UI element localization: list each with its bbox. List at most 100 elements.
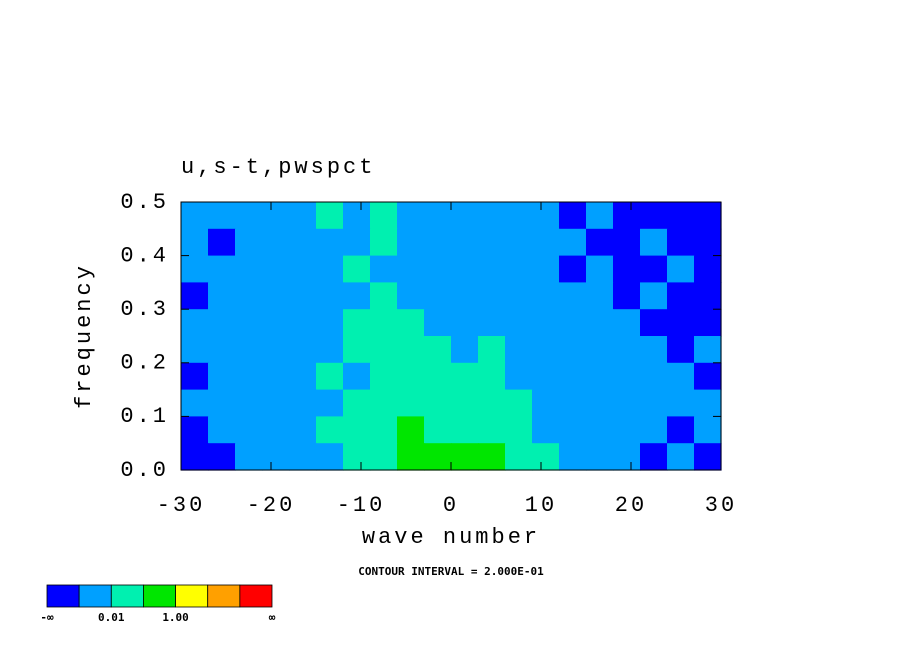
contour-cell xyxy=(235,389,263,417)
contour-cell xyxy=(505,282,533,310)
contour-cell xyxy=(397,416,425,444)
colorbar-swatch xyxy=(207,584,241,608)
contour-cell xyxy=(532,389,560,417)
contour-cell xyxy=(586,309,614,337)
x-tick-label: -10 xyxy=(337,493,386,518)
contour-cell xyxy=(613,282,641,310)
contour-cell xyxy=(586,282,614,310)
contour-cell xyxy=(694,255,722,283)
contour-cell xyxy=(694,336,722,364)
contour-cell xyxy=(505,228,533,257)
contour-cell xyxy=(694,443,722,471)
contour-cell xyxy=(370,389,398,417)
contour-cell xyxy=(424,443,452,471)
contour-cell xyxy=(208,255,236,283)
contour-cell xyxy=(640,362,668,391)
contour-cell xyxy=(181,255,209,283)
contour-cell xyxy=(343,282,371,310)
colorbar-swatch xyxy=(110,584,144,608)
contour-cell xyxy=(370,362,398,391)
colorbar-swatch xyxy=(143,584,176,608)
contour-cell xyxy=(505,202,533,230)
contour-cell xyxy=(316,416,344,444)
contour-cell xyxy=(235,362,263,391)
contour-cell xyxy=(424,389,452,417)
contour-cell xyxy=(424,416,452,444)
contour-cell xyxy=(424,309,452,337)
contour-cell xyxy=(451,362,479,391)
contour-cell xyxy=(613,202,641,230)
contour-cell xyxy=(208,282,236,310)
contour-cell xyxy=(424,228,452,257)
x-tick-label: -20 xyxy=(247,493,296,518)
contour-cell xyxy=(667,282,695,310)
contour-cell xyxy=(289,389,317,417)
colorbar-swatch xyxy=(175,584,209,608)
contour-cell xyxy=(397,443,425,471)
contour-cell xyxy=(505,443,533,471)
contour-cell xyxy=(208,202,236,230)
colorbar-label: 0.01 xyxy=(98,611,125,624)
contour-cell xyxy=(586,389,614,417)
contour-cell xyxy=(532,282,560,310)
contour-cell xyxy=(640,202,668,230)
contour-cell xyxy=(532,309,560,337)
contour-cell xyxy=(397,362,425,391)
contour-cell xyxy=(370,228,398,257)
contour-cell xyxy=(370,416,398,444)
contour-cell xyxy=(397,202,425,230)
contour-cell xyxy=(586,416,614,444)
contour-cell xyxy=(478,416,506,444)
contour-cell xyxy=(316,443,344,471)
contour-cell xyxy=(208,443,236,471)
contour-cell xyxy=(289,282,317,310)
contour-cell xyxy=(343,336,371,364)
contour-cell xyxy=(694,282,722,310)
contour-cell xyxy=(208,228,236,257)
contour-cell xyxy=(667,255,695,283)
contour-cell xyxy=(424,362,452,391)
contour-cell xyxy=(559,362,587,391)
contour-cell xyxy=(613,336,641,364)
contour-cell xyxy=(478,282,506,310)
contour-cell xyxy=(613,443,641,471)
contour-cell xyxy=(289,309,317,337)
contour-cell xyxy=(451,416,479,444)
contour-cell xyxy=(235,255,263,283)
contour-cell xyxy=(316,255,344,283)
contour-cell xyxy=(532,443,560,471)
contour-cell xyxy=(451,389,479,417)
chart-title: u,s-t,pwspct xyxy=(181,155,375,180)
contour-cell xyxy=(289,255,317,283)
contour-cell xyxy=(640,282,668,310)
contour-cell xyxy=(532,416,560,444)
contour-cell xyxy=(640,443,668,471)
contour-cell xyxy=(289,202,317,230)
contour-cell xyxy=(640,336,668,364)
contour-cell xyxy=(235,282,263,310)
contour-cell xyxy=(505,309,533,337)
contour-cell xyxy=(586,202,614,230)
contour-cell xyxy=(235,416,263,444)
contour-cell xyxy=(667,443,695,471)
contour-cell xyxy=(559,309,587,337)
contour-cell xyxy=(181,416,209,444)
contour-cell xyxy=(181,389,209,417)
contour-cell xyxy=(478,309,506,337)
contour-cell xyxy=(289,443,317,471)
contour-cell xyxy=(397,336,425,364)
contour-cell xyxy=(235,309,263,337)
contour-cell xyxy=(478,336,506,364)
contour-cell xyxy=(559,443,587,471)
contour-cell xyxy=(451,282,479,310)
contour-cell xyxy=(667,336,695,364)
contour-cell xyxy=(559,336,587,364)
contour-cell xyxy=(667,202,695,230)
contour-cell xyxy=(613,416,641,444)
contour-cell xyxy=(289,362,317,391)
contour-cell xyxy=(694,228,722,257)
contour-cell xyxy=(451,443,479,471)
contour-cell xyxy=(316,228,344,257)
contour-cell xyxy=(262,228,290,257)
